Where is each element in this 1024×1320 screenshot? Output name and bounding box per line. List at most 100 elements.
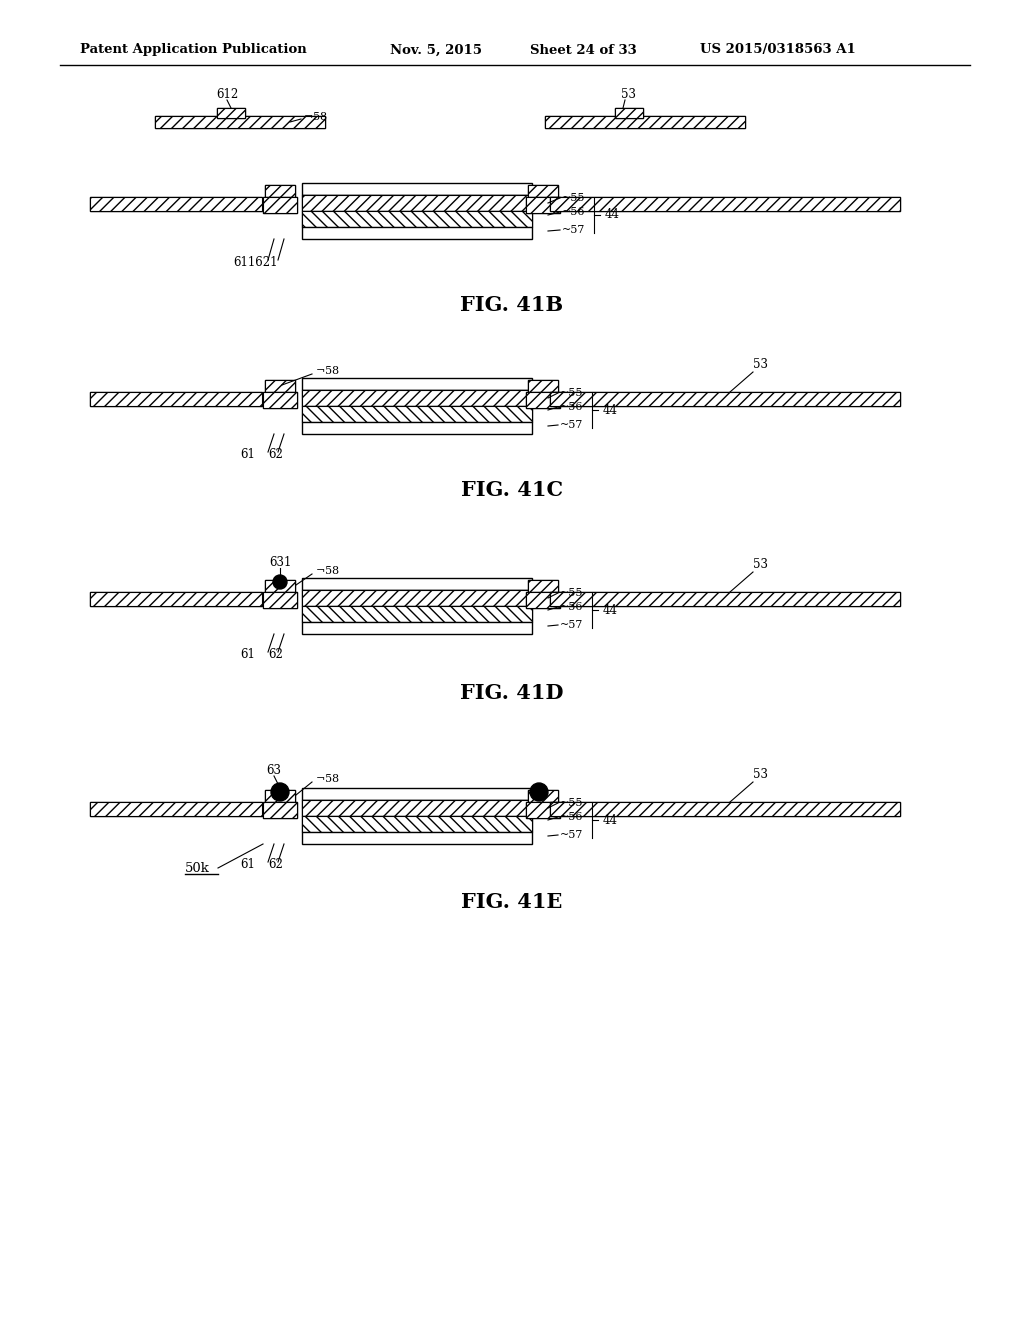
Bar [528, 579, 558, 591]
Bar [528, 185, 558, 197]
Text: 53: 53 [753, 767, 768, 780]
Text: 53: 53 [753, 358, 768, 371]
Bar [528, 579, 558, 591]
Bar [90, 591, 262, 606]
Bar [550, 197, 900, 211]
Text: ~57: ~57 [560, 830, 584, 840]
Bar [528, 185, 558, 197]
Bar [302, 211, 532, 227]
Bar [526, 803, 560, 818]
Bar [302, 590, 532, 606]
Text: 44: 44 [604, 209, 620, 222]
Bar [90, 197, 262, 211]
Bar [90, 392, 262, 407]
Bar [528, 789, 558, 803]
Bar [302, 378, 532, 389]
Bar [302, 800, 532, 816]
Text: ~56: ~56 [562, 207, 586, 216]
Bar [550, 392, 900, 407]
Bar [302, 389, 532, 407]
Text: $\neg$58: $\neg$58 [303, 110, 328, 121]
Text: ~56: ~56 [560, 602, 584, 612]
Bar [545, 116, 745, 128]
Bar [302, 407, 532, 422]
Bar [302, 422, 532, 434]
Bar [550, 591, 900, 606]
Bar [90, 392, 262, 407]
Circle shape [530, 783, 548, 801]
Text: $\neg$58: $\neg$58 [315, 564, 340, 576]
Bar [263, 803, 297, 818]
Text: 62: 62 [268, 858, 283, 870]
Text: 50k: 50k [185, 862, 210, 874]
Bar [265, 185, 295, 197]
Text: 44: 44 [602, 813, 617, 826]
Bar [302, 606, 532, 622]
Bar [90, 803, 262, 816]
Bar [550, 197, 900, 211]
Text: 53: 53 [753, 557, 768, 570]
Bar [550, 591, 900, 606]
Bar [302, 590, 532, 606]
Bar [90, 591, 262, 606]
Bar [302, 832, 532, 843]
Bar [615, 108, 643, 117]
Text: ~57: ~57 [560, 620, 584, 630]
Text: US 2015/0318563 A1: US 2015/0318563 A1 [700, 44, 856, 57]
Text: FIG. 41E: FIG. 41E [462, 892, 562, 912]
Bar [302, 800, 532, 816]
Bar [615, 108, 643, 117]
Bar [302, 407, 532, 422]
Bar [90, 197, 262, 211]
Bar [526, 591, 560, 609]
Bar [302, 195, 532, 211]
Text: ~55: ~55 [562, 193, 586, 203]
Bar [526, 803, 560, 818]
Bar [302, 622, 532, 634]
Bar [302, 816, 532, 832]
Bar [302, 389, 532, 407]
Text: $\neg$58: $\neg$58 [315, 772, 340, 784]
Circle shape [271, 783, 289, 801]
Text: FIG. 41C: FIG. 41C [461, 480, 563, 500]
Text: ~55: ~55 [560, 799, 584, 808]
Bar [302, 578, 532, 590]
Bar [526, 392, 560, 408]
Text: 61: 61 [240, 648, 255, 660]
Bar [217, 108, 245, 117]
Bar [263, 197, 297, 213]
Text: 631: 631 [269, 556, 291, 569]
Bar [263, 591, 297, 609]
Text: ~56: ~56 [560, 812, 584, 822]
Bar [302, 227, 532, 239]
Bar [528, 380, 558, 392]
Text: 61: 61 [240, 447, 255, 461]
Text: 62: 62 [268, 447, 283, 461]
Bar [302, 211, 532, 227]
Text: 62: 62 [268, 648, 283, 660]
Bar [265, 380, 295, 392]
Text: 44: 44 [602, 404, 617, 417]
Text: ~55: ~55 [560, 587, 584, 598]
Bar [263, 392, 297, 408]
Bar [302, 606, 532, 622]
Bar [265, 380, 295, 392]
Text: ~56: ~56 [560, 403, 584, 412]
Bar [265, 579, 295, 591]
Bar [263, 197, 297, 213]
Text: 612: 612 [216, 87, 239, 100]
Text: ~55: ~55 [560, 388, 584, 399]
Text: Sheet 24 of 33: Sheet 24 of 33 [530, 44, 637, 57]
Bar [265, 579, 295, 591]
Bar [526, 197, 560, 213]
Bar [526, 591, 560, 609]
Bar [526, 197, 560, 213]
Bar [155, 116, 325, 128]
Bar [263, 803, 297, 818]
Bar [90, 803, 262, 816]
Bar [265, 789, 295, 803]
Bar [265, 789, 295, 803]
Bar [155, 116, 325, 128]
Bar [263, 392, 297, 408]
Bar [550, 392, 900, 407]
